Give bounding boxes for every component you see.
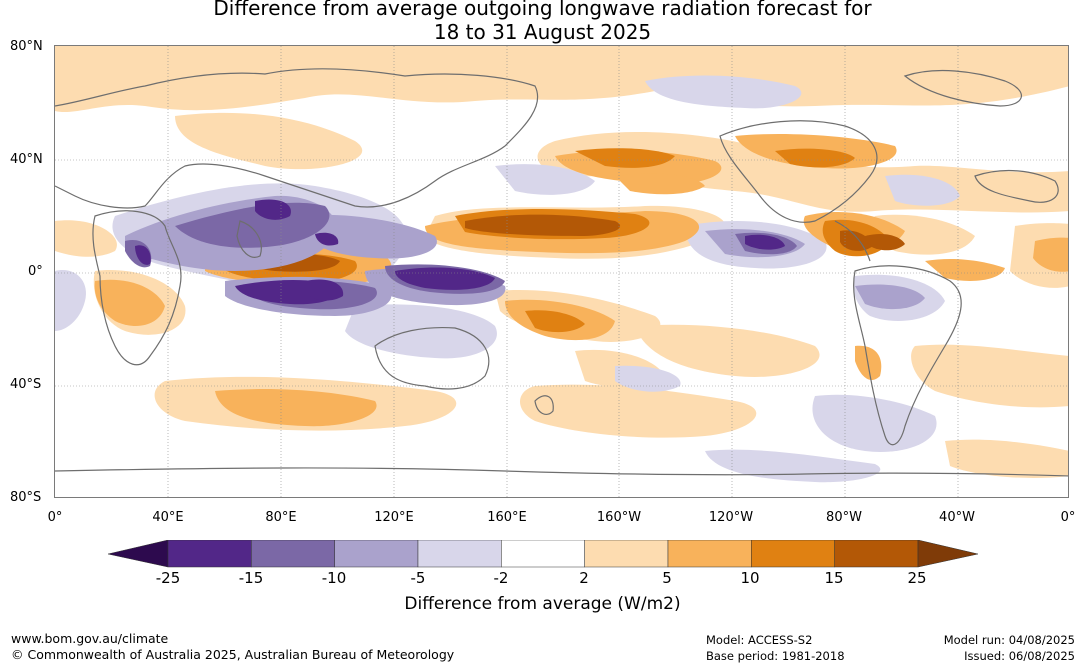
lon-label-40w: 40°W <box>939 510 975 525</box>
lon-label-120w: 120°W <box>708 510 754 525</box>
colorbar <box>108 540 978 568</box>
colorbar-bin <box>834 540 919 568</box>
lat-label-80n: 80°N <box>10 39 43 54</box>
coastlines <box>55 68 1068 477</box>
map-title-line-1: Difference from average outgoing longwav… <box>213 0 872 20</box>
olr-anomaly-map <box>54 45 1069 498</box>
lon-label-80e: 80°E <box>265 510 297 525</box>
footer-copyright: © Commonwealth of Australia 2025, Austra… <box>11 647 455 662</box>
colorbar-bin <box>751 540 835 568</box>
footer-dates: Model run: 04/08/2025 Issued: 06/08/2025 <box>944 632 1075 664</box>
colorbar-tick: -5 <box>410 569 426 587</box>
colorbar-tick: -15 <box>238 569 264 587</box>
colorbar-tick: -25 <box>155 569 181 587</box>
colorbar-overflow-arrow <box>917 540 978 568</box>
colorbar-tick: 25 <box>907 569 927 587</box>
map-graphic <box>55 46 1068 497</box>
lat-label-80s: 80°S <box>10 490 42 505</box>
colorbar-tick: -10 <box>321 569 347 587</box>
footer-model-info: Model: ACCESS-S2 Base period: 1981-2018 <box>706 632 845 664</box>
colorbar-tick: 5 <box>662 569 672 587</box>
colorbar-bin <box>501 540 585 568</box>
lon-label-120e: 120°E <box>374 510 414 525</box>
lon-label-0-west: 0° <box>47 510 63 525</box>
colorbar-bin <box>251 540 335 568</box>
lon-label-160w: 160°W <box>596 510 642 525</box>
map-title-line-2: 18 to 31 August 2025 <box>433 20 652 44</box>
colorbar-bin <box>334 540 419 568</box>
footer-source: www.bom.gov.au/climate © Commonwealth of… <box>11 631 454 663</box>
graticule <box>55 46 1068 497</box>
footer-model: Model: ACCESS-S2 <box>706 633 813 647</box>
colorbar-tick: 10 <box>740 569 760 587</box>
lon-label-0-east: 0° <box>1060 510 1076 525</box>
colorbar-underflow-arrow <box>108 540 169 568</box>
lon-label-80w: 80°W <box>826 510 862 525</box>
footer-url: www.bom.gov.au/climate <box>11 631 169 646</box>
colorbar-title: Difference from average (W/m2) <box>404 594 681 614</box>
footer-issued: Issued: 06/08/2025 <box>964 649 1075 663</box>
colorbar-bin <box>667 540 752 568</box>
lon-label-40e: 40°E <box>152 510 184 525</box>
colorbar-bins <box>167 540 919 568</box>
lat-label-equator: 0° <box>28 264 43 279</box>
footer-base-period: Base period: 1981-2018 <box>706 649 845 663</box>
anomaly-extreme-positive <box>244 214 905 272</box>
colorbar-bin <box>417 540 502 568</box>
colorbar-tick: -2 <box>493 569 509 587</box>
colorbar-tick: 2 <box>579 569 589 587</box>
footer-model-run: Model run: 04/08/2025 <box>943 633 1075 647</box>
colorbar-tick: 15 <box>824 569 844 587</box>
lat-label-40s: 40°S <box>10 377 42 392</box>
lon-label-160e: 160°E <box>487 510 527 525</box>
lat-label-40n: 40°N <box>10 152 43 167</box>
map-title: Difference from average outgoing longwav… <box>0 0 1085 44</box>
colorbar-bin <box>584 540 669 568</box>
colorbar-bin <box>167 540 252 568</box>
